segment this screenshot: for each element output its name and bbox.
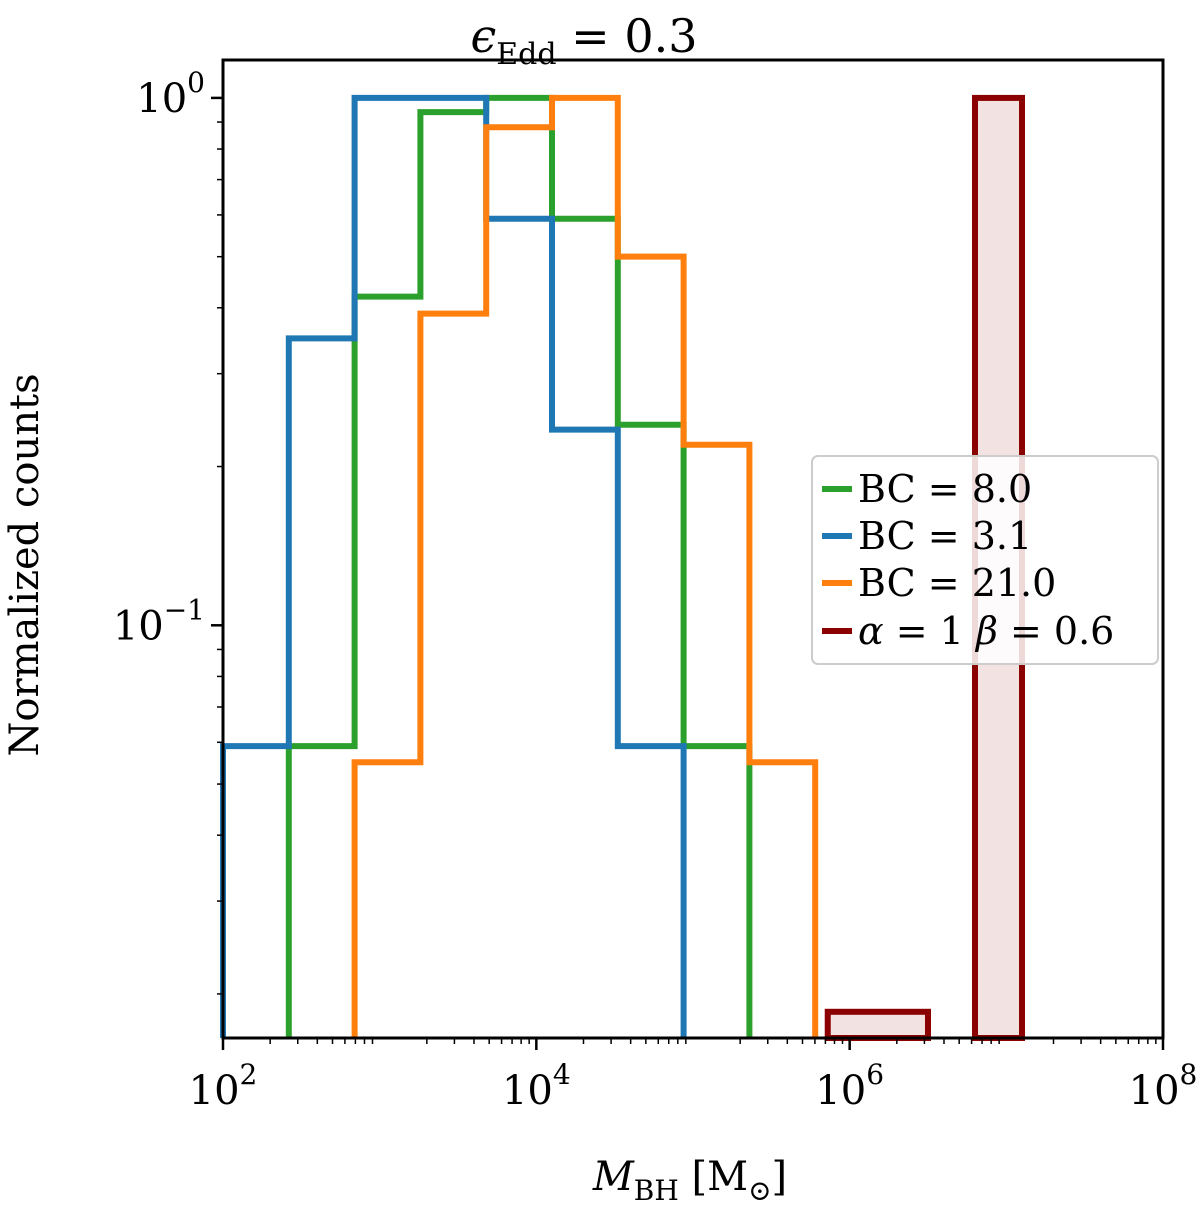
- y-axis-label: Normalized counts: [2, 373, 48, 756]
- bar-alpha-beta-0: [824, 1008, 932, 1042]
- step-series-1: [220, 94, 687, 1038]
- legend-label-bc-3-1: BC = 3.1: [858, 514, 1032, 558]
- x-axis-label: MBH [M⊙]: [592, 1154, 787, 1207]
- step-series-0: [285, 94, 753, 1038]
- legend-box: [811, 455, 1159, 665]
- x-tick-label: 104: [502, 1058, 571, 1114]
- legend-label-alpha-beta: α = 1 β = 0.6: [858, 609, 1114, 653]
- y-tick-label: 10−1: [113, 593, 205, 649]
- chart-title: ϵEdd = 0.3: [470, 9, 697, 72]
- x-tick-label: 106: [815, 1058, 884, 1114]
- legend: BC = 8.0 BC = 3.1 BC = 21.0 α = 1 β = 0.…: [811, 455, 1159, 665]
- x-tick-label: 108: [1129, 1058, 1198, 1114]
- ticks-layer: 102 104 106 108 100 10−1: [113, 66, 1198, 1114]
- legend-label-bc-8: BC = 8.0: [858, 467, 1032, 511]
- legend-label-bc-21: BC = 21.0: [858, 561, 1056, 605]
- step-series-2: [351, 94, 819, 1038]
- plot-frame: [221, 58, 1165, 1040]
- y-tick-label: 100: [136, 66, 205, 122]
- x-tick-label: 102: [189, 1058, 258, 1114]
- steps-layer: [220, 94, 819, 1038]
